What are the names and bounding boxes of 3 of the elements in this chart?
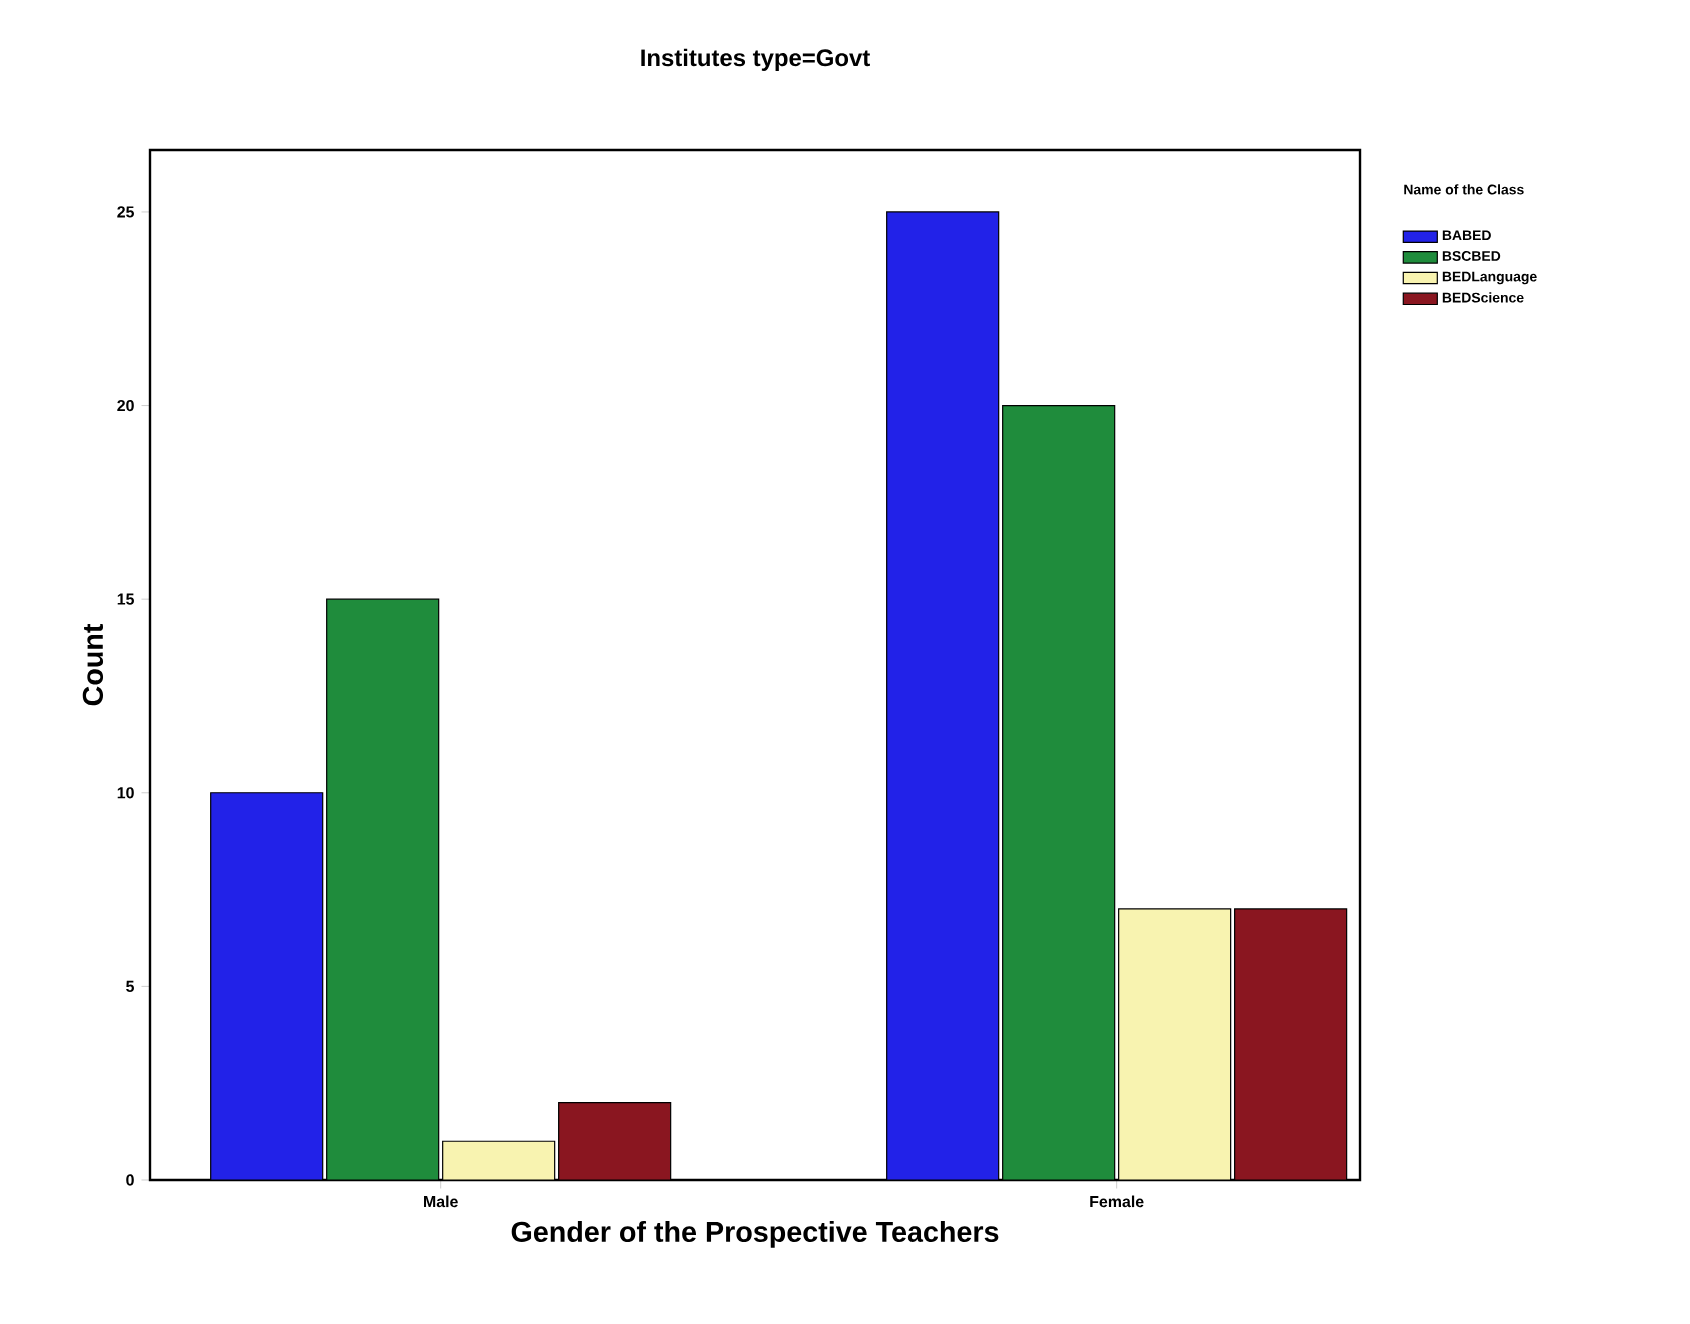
y-axis-title: Count — [82, 623, 104, 706]
chart-title: Institutes type=Govt — [641, 48, 870, 71]
x-axis-title: Gender of the Prospective Teachers — [511, 1220, 999, 1248]
